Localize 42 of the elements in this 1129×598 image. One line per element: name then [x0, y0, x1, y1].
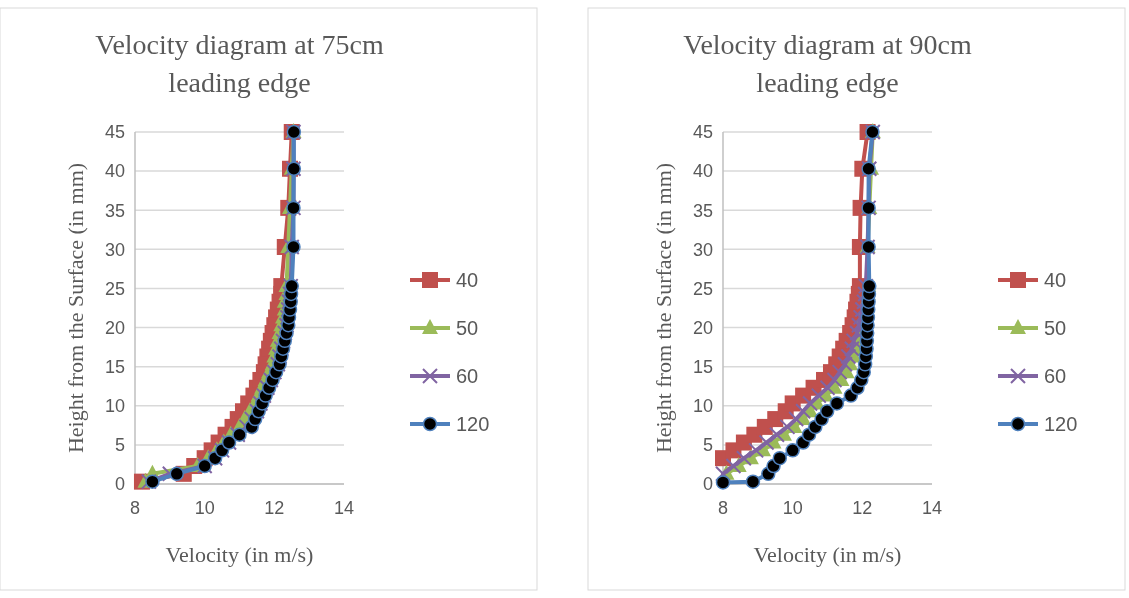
legend-label: 60: [456, 365, 479, 387]
y-tick-label: 45: [692, 122, 713, 143]
y-tick-label: 35: [104, 200, 125, 221]
y-tick-label: 40: [692, 161, 713, 182]
y-tick-label: 5: [114, 435, 125, 456]
chart-title: Velocity diagram at 75cm leading edge: [95, 29, 384, 98]
y-axis-title: Height from the Surface (in mm): [651, 162, 676, 454]
x-axis-title: Velocity (in m/s): [165, 542, 314, 567]
y-tick-label: 0: [114, 474, 125, 495]
y-tick-label: 45: [104, 122, 125, 143]
legend-label: 50: [1044, 317, 1067, 339]
legend-label: 40: [1044, 269, 1067, 291]
legend-label: 60: [1044, 365, 1067, 387]
x-tick-label: 14: [921, 498, 943, 518]
y-axis-title: Height from the Surface (in mm): [63, 162, 88, 454]
chart-title: Velocity diagram at 90cm leading edge: [683, 29, 972, 98]
y-tick-label: 25: [104, 278, 125, 299]
y-tick-label: 10: [104, 396, 125, 417]
legend-label: 50: [456, 317, 479, 339]
x-tick-label: 10: [782, 498, 803, 518]
legend-label: 120: [456, 413, 490, 435]
y-tick-label: 10: [692, 396, 713, 417]
x-tick-label: 12: [264, 498, 285, 518]
y-tick-label: 20: [692, 317, 713, 338]
y-tick-label: 0: [702, 474, 713, 495]
y-tick-label: 20: [104, 317, 125, 338]
y-tick-label: 30: [104, 239, 125, 260]
y-tick-label: 40: [104, 161, 125, 182]
y-tick-label: 35: [692, 200, 713, 221]
x-tick-label: 8: [129, 498, 141, 518]
y-tick-label: 5: [702, 435, 713, 456]
y-tick-label: 15: [692, 356, 713, 377]
y-tick-label: 25: [692, 278, 713, 299]
y-tick-label: 15: [104, 356, 125, 377]
x-tick-label: 10: [194, 498, 215, 518]
x-tick-label: 14: [333, 498, 355, 518]
x-tick-label: 8: [717, 498, 729, 518]
x-axis-title: Velocity (in m/s): [753, 542, 902, 567]
y-tick-label: 30: [692, 239, 713, 260]
legend-label: 40: [456, 269, 479, 291]
x-tick-label: 12: [852, 498, 873, 518]
legend-label: 120: [1044, 413, 1078, 435]
